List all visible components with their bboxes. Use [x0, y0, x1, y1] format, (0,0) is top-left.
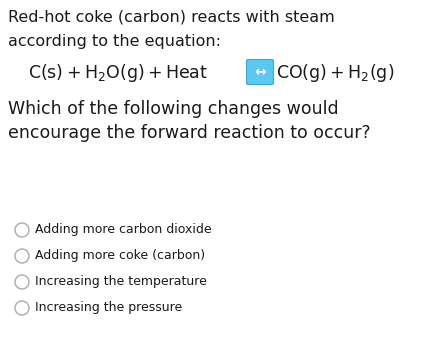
- Text: Adding more carbon dioxide: Adding more carbon dioxide: [35, 223, 211, 237]
- Text: Adding more coke (carbon): Adding more coke (carbon): [35, 250, 205, 263]
- Circle shape: [15, 249, 29, 263]
- Text: Which of the following changes would: Which of the following changes would: [8, 100, 339, 118]
- Text: Increasing the temperature: Increasing the temperature: [35, 275, 207, 288]
- Text: Increasing the pressure: Increasing the pressure: [35, 301, 182, 315]
- Circle shape: [15, 275, 29, 289]
- Circle shape: [15, 301, 29, 315]
- Text: ↔: ↔: [254, 65, 266, 79]
- Text: according to the equation:: according to the equation:: [8, 34, 221, 49]
- Text: $\mathrm{C(s) + H_2O(g) + Heat}$: $\mathrm{C(s) + H_2O(g) + Heat}$: [28, 62, 208, 84]
- Text: Red-hot coke (carbon) reacts with steam: Red-hot coke (carbon) reacts with steam: [8, 10, 335, 25]
- Text: $\mathrm{CO(g) + H_2(g)}$: $\mathrm{CO(g) + H_2(g)}$: [276, 62, 394, 84]
- Text: encourage the forward reaction to occur?: encourage the forward reaction to occur?: [8, 124, 370, 142]
- FancyBboxPatch shape: [246, 60, 273, 84]
- Circle shape: [15, 223, 29, 237]
